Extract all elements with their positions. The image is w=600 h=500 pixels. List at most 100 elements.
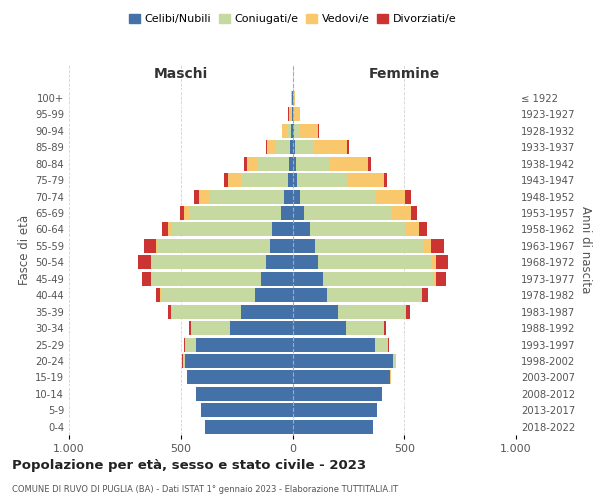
Bar (433, 272, 436, 286)
Bar (201, 404, 293, 417)
Bar (293, 420, 373, 434)
Bar (156, 288, 160, 302)
Bar (294, 108, 300, 122)
Bar (281, 206, 293, 220)
Bar (161, 288, 254, 302)
Bar (296, 156, 329, 170)
Text: COMUNE DI RUVO DI PUGLIA (BA) - Dati ISTAT 1° gennaio 2023 - Elaborazione TUTTIT: COMUNE DI RUVO DI PUGLIA (BA) - Dati IST… (12, 485, 398, 494)
Bar (347, 140, 349, 154)
Bar (329, 156, 368, 170)
Bar (323, 272, 433, 286)
Text: Popolazione per età, sesso e stato civile - 2023: Popolazione per età, sesso e stato civil… (12, 460, 366, 472)
Text: Maschi: Maschi (154, 66, 208, 80)
Bar (318, 256, 432, 270)
Bar (406, 190, 411, 203)
Bar (227, 173, 241, 187)
Y-axis label: Fasce di età: Fasce di età (18, 215, 31, 285)
Bar (152, 256, 266, 270)
Bar (293, 256, 318, 270)
Bar (436, 272, 446, 286)
Bar (291, 108, 292, 122)
Bar (187, 370, 293, 384)
Bar (296, 173, 348, 187)
Bar (293, 387, 382, 401)
Bar (247, 156, 258, 170)
Bar (431, 239, 445, 253)
Bar (293, 124, 294, 138)
Bar (224, 173, 227, 187)
Bar (258, 156, 289, 170)
Bar (393, 354, 396, 368)
Bar (144, 239, 156, 253)
Bar (293, 222, 310, 236)
Bar (283, 124, 287, 138)
Bar (375, 338, 388, 351)
Bar (168, 304, 172, 318)
Bar (421, 288, 422, 302)
Bar (267, 140, 276, 154)
Bar (270, 239, 293, 253)
Bar (293, 140, 295, 154)
Bar (294, 124, 300, 138)
Bar (388, 338, 389, 351)
Bar (190, 206, 281, 220)
Bar (184, 206, 190, 220)
Bar (293, 338, 375, 351)
Bar (368, 156, 371, 170)
Bar (184, 338, 185, 351)
Bar (254, 288, 293, 302)
Bar (172, 222, 272, 236)
Bar (142, 272, 151, 286)
Bar (272, 222, 293, 236)
Bar (151, 256, 152, 270)
Bar (295, 140, 313, 154)
Bar (383, 321, 386, 335)
Bar (287, 124, 292, 138)
Bar (266, 140, 267, 154)
Bar (241, 304, 293, 318)
Bar (289, 108, 291, 122)
Bar (411, 206, 416, 220)
Bar (290, 140, 293, 154)
Bar (169, 222, 172, 236)
Bar (261, 272, 293, 286)
Bar (318, 124, 319, 138)
Legend: Celibi/Nubili, Coniugati/e, Vedovi/e, Divorziati/e: Celibi/Nubili, Coniugati/e, Vedovi/e, Di… (124, 10, 461, 29)
Text: Femmine: Femmine (368, 66, 440, 80)
Bar (313, 140, 347, 154)
Bar (390, 370, 391, 384)
Bar (293, 321, 346, 335)
Bar (315, 239, 424, 253)
Bar (432, 256, 436, 270)
Bar (293, 173, 296, 187)
Bar (199, 190, 210, 203)
Bar (205, 420, 293, 434)
Bar (210, 190, 284, 203)
Bar (293, 108, 294, 122)
Bar (424, 239, 431, 253)
Bar (293, 156, 296, 170)
Bar (293, 206, 304, 220)
Bar (293, 404, 377, 417)
Bar (241, 173, 288, 187)
Bar (230, 321, 293, 335)
Bar (293, 272, 323, 286)
Bar (183, 354, 185, 368)
Bar (406, 304, 410, 318)
Bar (327, 288, 421, 302)
Bar (196, 387, 293, 401)
Bar (194, 190, 199, 203)
Bar (391, 206, 411, 220)
Bar (293, 354, 393, 368)
Bar (172, 304, 241, 318)
Bar (293, 304, 338, 318)
Bar (348, 173, 383, 187)
Bar (288, 173, 293, 187)
Y-axis label: Anni di nascita: Anni di nascita (579, 206, 592, 294)
Bar (292, 124, 293, 138)
Bar (383, 173, 387, 187)
Bar (406, 222, 419, 236)
Bar (185, 354, 293, 368)
Bar (156, 239, 158, 253)
Bar (304, 206, 391, 220)
